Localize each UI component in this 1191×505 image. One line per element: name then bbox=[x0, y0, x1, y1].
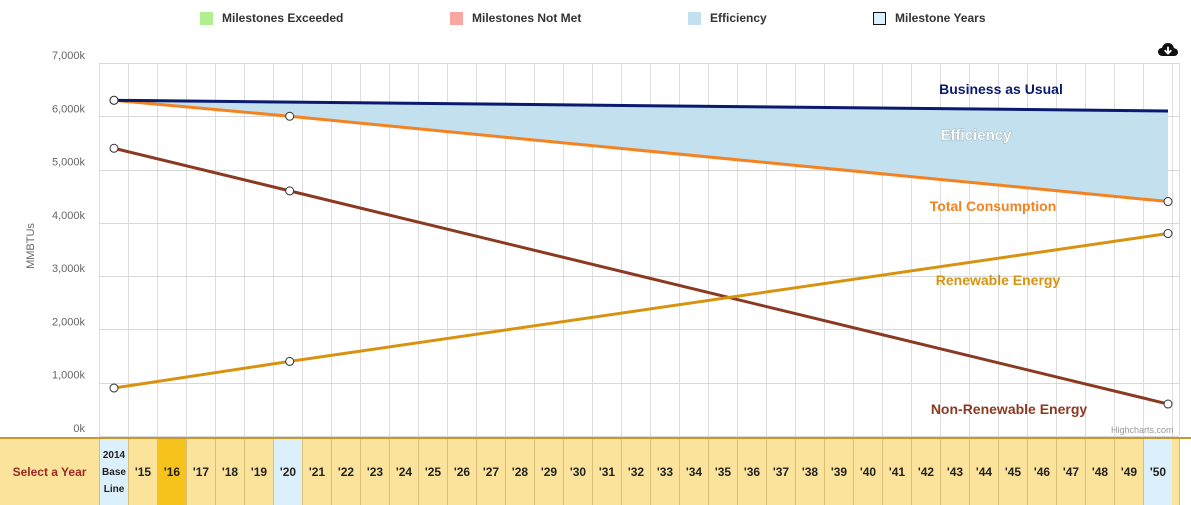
legend-item-milestone-years[interactable]: Milestone Years bbox=[873, 11, 986, 25]
year-button[interactable]: '30 bbox=[563, 439, 592, 505]
year-button[interactable]: '39 bbox=[824, 439, 853, 505]
data-point-marker bbox=[109, 95, 119, 105]
year-button[interactable]: '29 bbox=[534, 439, 563, 505]
year-button[interactable]: '43 bbox=[940, 439, 969, 505]
legend-swatch-milestone-years bbox=[873, 11, 886, 25]
year-button[interactable]: '20 bbox=[273, 439, 302, 505]
y-tick-label: 7,000k bbox=[52, 50, 86, 62]
year-button[interactable]: '15 bbox=[128, 439, 157, 505]
chart-plot: 0k 1,000k 2,000k 3,000k 4,000k 5,000k 6,000k 7,… bbox=[52, 50, 1180, 437]
year-button[interactable]: '44 bbox=[969, 439, 998, 505]
year-button[interactable]: '21 bbox=[302, 439, 331, 505]
legend-item-efficiency[interactable]: Efficiency bbox=[688, 11, 767, 25]
year-button[interactable]: '46 bbox=[1027, 439, 1056, 505]
data-point-marker bbox=[285, 111, 295, 121]
y-tick-label: 6,000k bbox=[52, 103, 86, 115]
y-tick-label: 5,000k bbox=[52, 157, 86, 169]
legend-item-milestones-not-met[interactable]: Milestones Not Met bbox=[450, 11, 581, 25]
year-button[interactable]: '47 bbox=[1056, 439, 1085, 505]
series-label: Non-Renewable Energy bbox=[931, 401, 1088, 417]
year-button[interactable]: '50 bbox=[1143, 439, 1172, 505]
credits-link[interactable]: Highcharts.com bbox=[1111, 425, 1174, 435]
year-button[interactable]: '48 bbox=[1085, 439, 1114, 505]
data-point-marker bbox=[109, 383, 119, 393]
legend-label: Efficiency bbox=[710, 11, 767, 25]
chart-legend: Milestones Exceeded Milestones Not Met E… bbox=[0, 0, 1191, 38]
legend-label: Milestones Exceeded bbox=[222, 11, 344, 25]
year-button[interactable]: '36 bbox=[737, 439, 766, 505]
year-button[interactable]: '34 bbox=[679, 439, 708, 505]
year-selector-bar: Select a Year 2014 Base Line '15'16'17'18… bbox=[0, 437, 1191, 505]
y-tick-label: 3,000k bbox=[52, 263, 86, 275]
year-button[interactable]: '28 bbox=[505, 439, 534, 505]
year-button[interactable]: '27 bbox=[476, 439, 505, 505]
legend-swatch-milestones-exceeded bbox=[200, 11, 213, 25]
year-button[interactable]: '49 bbox=[1114, 439, 1143, 505]
select-year-label: Select a Year bbox=[12, 465, 87, 479]
year-button[interactable]: '25 bbox=[418, 439, 447, 505]
series-line-business-as-usual bbox=[113, 98, 1169, 113]
cloud-download-icon[interactable] bbox=[1157, 40, 1179, 60]
area-label-efficiency: Efficiency bbox=[941, 127, 1013, 144]
data-point-marker bbox=[1163, 197, 1173, 207]
y-tick-label: 4,000k bbox=[52, 210, 86, 222]
legend-item-milestones-exceeded[interactable]: Milestones Exceeded bbox=[200, 11, 343, 25]
data-point-marker bbox=[285, 186, 295, 196]
y-tick-label: 1,000k bbox=[52, 370, 86, 382]
year-button[interactable]: '18 bbox=[215, 439, 244, 505]
series-label: Renewable Energy bbox=[936, 272, 1061, 288]
year-button[interactable]: '42 bbox=[911, 439, 940, 505]
legend-label: Milestone Years bbox=[895, 11, 986, 25]
data-point-marker bbox=[109, 143, 119, 153]
series-label: Total Consumption bbox=[930, 198, 1057, 214]
year-bar-end bbox=[1179, 439, 1191, 505]
y-axis-title-text: MMBTUs bbox=[25, 223, 37, 269]
year-button[interactable]: '19 bbox=[244, 439, 273, 505]
data-point-marker bbox=[285, 356, 295, 366]
legend-swatch-milestones-not-met bbox=[450, 11, 463, 25]
year-button[interactable]: '23 bbox=[360, 439, 389, 505]
year-button[interactable]: '41 bbox=[882, 439, 911, 505]
year-button[interactable]: '38 bbox=[795, 439, 824, 505]
series-label: Business as Usual bbox=[939, 81, 1063, 97]
legend-label: Milestones Not Met bbox=[472, 11, 582, 25]
year-button[interactable]: '32 bbox=[621, 439, 650, 505]
y-tick-label: 2,000k bbox=[52, 316, 86, 328]
year-button[interactable]: 2014 Base Line bbox=[99, 439, 128, 505]
year-button[interactable]: '26 bbox=[447, 439, 476, 505]
year-button[interactable]: '22 bbox=[331, 439, 360, 505]
year-button[interactable]: '40 bbox=[853, 439, 882, 505]
year-button[interactable]: '17 bbox=[186, 439, 215, 505]
year-button[interactable]: '37 bbox=[766, 439, 795, 505]
efficiency-area bbox=[114, 100, 1168, 202]
year-button[interactable]: '31 bbox=[592, 439, 621, 505]
data-point-marker bbox=[1163, 399, 1173, 409]
year-button[interactable]: '45 bbox=[998, 439, 1027, 505]
legend-swatch-efficiency bbox=[688, 11, 701, 25]
year-button[interactable]: '35 bbox=[708, 439, 737, 505]
y-tick-label: 0k bbox=[73, 423, 85, 435]
year-button[interactable]: '24 bbox=[389, 439, 418, 505]
data-point-marker bbox=[1163, 229, 1173, 239]
year-button[interactable]: '16 bbox=[157, 439, 186, 505]
year-button[interactable]: '33 bbox=[650, 439, 679, 505]
